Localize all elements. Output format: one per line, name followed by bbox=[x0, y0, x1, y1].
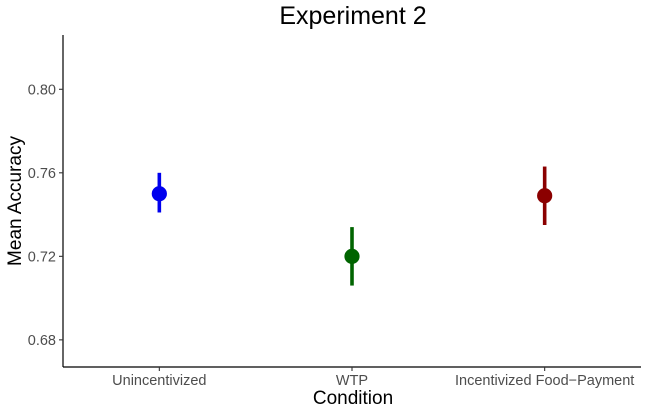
mean-point bbox=[344, 248, 360, 264]
y-tick-label: 0.72 bbox=[28, 249, 56, 265]
x-axis-ticks: Unincentivized WTP Incentivized Food−Payme… bbox=[112, 367, 634, 389]
plot-area: 0.68 0.72 0.76 0.80 Unincentivized WTP Incent… bbox=[28, 35, 641, 389]
y-tick-label: 0.68 bbox=[28, 333, 56, 349]
y-tick-label: 0.76 bbox=[28, 166, 56, 182]
data-marks bbox=[151, 166, 553, 286]
y-tick-label: 0.80 bbox=[28, 82, 56, 98]
x-tick-label: Incentivized Food−Payment bbox=[455, 373, 634, 389]
x-axis-title: Condition bbox=[313, 388, 393, 409]
x-tick-label: Unincentivized bbox=[112, 373, 206, 389]
x-tick-label: WTP bbox=[336, 373, 368, 389]
mean-point bbox=[537, 188, 553, 204]
y-axis-title: Mean Accuracy bbox=[5, 136, 26, 266]
mean-point bbox=[151, 186, 167, 202]
y-axis-ticks: 0.68 0.72 0.76 0.80 bbox=[28, 82, 63, 349]
chart-title: Experiment 2 bbox=[279, 2, 426, 30]
